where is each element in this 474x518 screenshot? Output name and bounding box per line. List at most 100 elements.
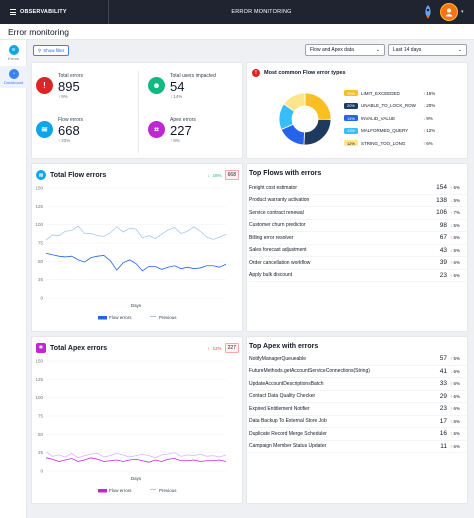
rocket-icon[interactable] <box>423 5 433 19</box>
list-item[interactable]: FutureMethods.getAccountServiceConnectio… <box>249 366 466 378</box>
card-title: Total Flow errors <box>50 171 107 179</box>
legend-item: 20% LIMIT_EXCEEDED ↑ 15% <box>344 90 435 96</box>
flow-error-types-card: ! Most common Flow error types 20% LIMIT_… <box>246 62 468 159</box>
show-filter-button[interactable]: ⚲ Show filter <box>33 45 70 56</box>
legend-percent: 14% <box>344 115 358 121</box>
left-rail: ≋ Errors ◔ Dashboard <box>0 40 27 518</box>
list-item[interactable]: Customer churn predictor 98 ↓ 5% <box>249 220 466 232</box>
arrow-down-icon: ↓ <box>450 368 453 374</box>
list-item[interactable]: Apply bulk discount 23 ↑ 6% <box>249 270 466 282</box>
list-item-delta: 6% <box>453 431 461 437</box>
list-item[interactable]: Product warranty activation 138 ↓ 5% <box>249 195 466 207</box>
rail-item-label: Dashboard <box>3 80 24 85</box>
list-item-delta: 6% <box>453 393 461 399</box>
app-menu[interactable]: OBSERVABILITY <box>0 9 110 15</box>
flow-line-chart: 0 25 50 75 100 125 150 Days Flow errors Previous <box>35 186 227 320</box>
series-line-previous <box>45 225 227 241</box>
arrow-down-icon: ↓ <box>450 197 453 203</box>
y-tick-label: 0 <box>40 296 43 301</box>
kpi-label: Total users impacted <box>170 73 216 79</box>
arrow-up-icon: ↑ <box>450 418 453 424</box>
list-item-delta: 6% <box>453 368 461 374</box>
apex-code-icon: ⌗ <box>148 121 165 138</box>
apex-errors-chart-card: ⌗ Total Apex errors ↑ 12% 227 0 25 50 75 100… <box>31 336 243 504</box>
legend-percent: 12% <box>344 140 358 146</box>
arrow-up-icon: ↑ <box>423 140 426 146</box>
legend-delta: 9% <box>426 115 433 121</box>
list-item-count: 29 <box>439 392 447 400</box>
list-item-name: Order cancellation workflow <box>249 259 311 266</box>
arrow-up-icon: ↑ <box>450 393 453 399</box>
kpi-divider <box>138 71 139 153</box>
arrow-up-icon: ↑ <box>207 345 210 351</box>
rail-item-dashboard[interactable]: ◔ Dashboard <box>0 66 27 88</box>
list-item-delta: 6% <box>453 272 461 278</box>
list-item[interactable]: Duplicate Record Merge Scheduler 16 ↑ 6% <box>249 428 466 441</box>
arrow-up-icon: ↑ <box>58 94 61 99</box>
list-item[interactable]: Sales forecast adjustment 43 ↓ 5% <box>249 245 466 257</box>
list-item-count: 98 <box>439 221 447 229</box>
list-item-count: 16 <box>439 430 447 438</box>
card-title: Total Apex errors <box>50 344 108 352</box>
list-item[interactable]: Billing error resolver 67 ↑ 6% <box>249 232 466 245</box>
card-header: ≋ Total Flow errors <box>36 170 106 180</box>
legend-delta: 6% <box>426 140 433 146</box>
y-tick-label: 125 <box>35 377 43 382</box>
list-item[interactable]: Service contract renewal 106 ↑ 7% <box>249 207 466 220</box>
list-item[interactable]: Campaign Member Status Updater 11 ↑ 6% <box>249 441 466 453</box>
rail-item-errors[interactable]: ≋ Errors <box>0 45 27 65</box>
list-item[interactable]: Data Backup To External Store Job 17 ↑ 6% <box>249 416 466 428</box>
chevron-down-icon[interactable]: ▾ <box>461 9 464 15</box>
kpi-value: 54 <box>170 79 185 94</box>
arrow-down-icon: ↓ <box>423 103 426 108</box>
date-range-select[interactable]: Last 14 days ⌄ <box>388 44 467 56</box>
list-item-count: 138 <box>436 196 447 204</box>
avatar[interactable] <box>440 3 458 21</box>
legend-label: Previous <box>159 488 177 493</box>
top-bar: OBSERVABILITY ERROR MONITORING ▾ <box>0 0 474 24</box>
list-item[interactable]: Order cancellation workflow 39 ↑ 6% <box>249 257 466 270</box>
arrow-down-icon: ↓ <box>423 115 426 121</box>
list-item-name: Data Backup To External Store Job <box>249 418 327 425</box>
series-line-previous <box>45 451 227 459</box>
arrow-up-icon: ↑ <box>450 235 453 241</box>
donut-slice[interactable] <box>283 92 306 113</box>
list-item-name: Service contract renewal <box>249 209 304 216</box>
legend-label: UNABLE_TO_LOCK_ROW <box>361 103 416 108</box>
list-item[interactable]: UpdateAccountDescriptionsBatch 33 ↑ 6% <box>249 378 466 391</box>
legend-label: Previous <box>159 315 177 320</box>
data-source-value: Flow and Apex data <box>310 47 354 53</box>
top-apex-list: NotifyManagerQueueable 57 ↑ 5% FutureMethod… <box>249 353 466 453</box>
hamburger-icon[interactable] <box>10 9 16 15</box>
filter-icon: ⚲ <box>38 47 42 53</box>
kpi-label: Flow errors <box>58 117 84 123</box>
card-title: Top Flows with errors <box>249 170 322 177</box>
y-tick-label: 100 <box>35 395 43 400</box>
arrow-up-icon: ↑ <box>450 406 453 412</box>
list-item[interactable]: Expired Entitlement Notifier 23 ↑ 6% <box>249 403 466 416</box>
list-item-count: 106 <box>436 209 447 217</box>
donut-slice[interactable] <box>303 118 332 146</box>
legend-item: 20% UNABLE_TO_LOCK_ROW ↓ 20% <box>344 102 435 109</box>
list-item[interactable]: Freight cost estimator 154 ↑ 6% <box>249 182 466 195</box>
arrow-up-icon: ↑ <box>450 185 453 191</box>
list-item-count: 23 <box>439 405 447 413</box>
arrow-up-icon: ↑ <box>450 381 453 387</box>
list-item-name: Billing error resolver <box>249 234 294 241</box>
kpi-users-impacted: ☻ Total users impacted 54 ↑ 14% <box>148 73 216 99</box>
user-avatar-icon <box>445 8 453 17</box>
rail-item-label: Errors <box>8 56 19 61</box>
legend-delta: 15% <box>426 90 436 96</box>
arrow-up-icon: ↑ <box>450 356 453 362</box>
legend-percent: 13% <box>344 127 358 134</box>
kpi-flow-errors: ≋ Flow errors 668 ↑ 23% <box>36 117 83 143</box>
top-flows-card: Top Flows with errors Freight cost estim… <box>246 163 468 332</box>
list-item[interactable]: NotifyManagerQueueable 57 ↑ 5% <box>249 353 466 366</box>
list-item-delta: 6% <box>453 443 461 449</box>
data-source-select[interactable]: Flow and Apex data ⌄ <box>305 44 385 56</box>
list-item-count: 43 <box>439 246 447 254</box>
donut-slice[interactable] <box>304 92 332 120</box>
list-item-name: Apply bulk discount <box>249 272 293 279</box>
card-title: Top Apex with errors <box>249 343 319 350</box>
list-item[interactable]: Contact Data Quality Checker 29 ↑ 6% <box>249 391 466 403</box>
